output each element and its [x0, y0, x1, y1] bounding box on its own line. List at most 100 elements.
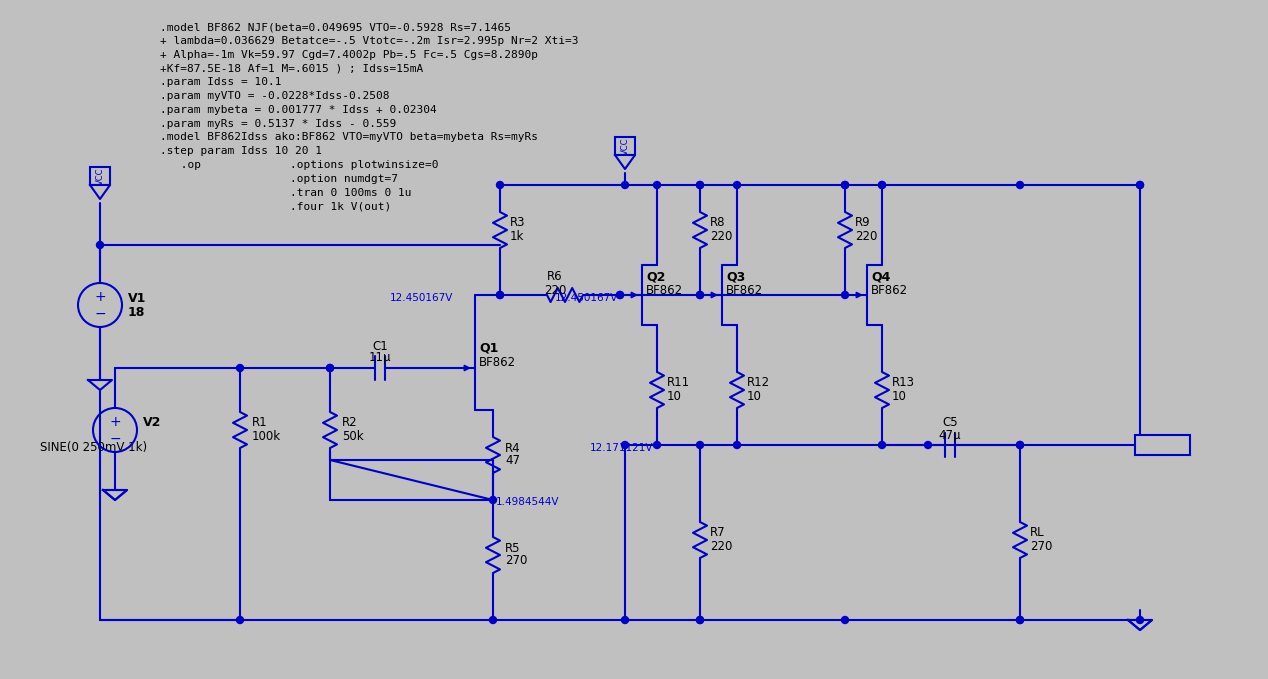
Circle shape — [497, 291, 503, 299]
Text: −: − — [94, 307, 105, 321]
Text: .param mybeta = 0.001777 * Idss + 0.02304: .param mybeta = 0.001777 * Idss + 0.0230… — [160, 105, 436, 115]
Text: 220: 220 — [855, 230, 877, 242]
Circle shape — [733, 441, 741, 449]
Circle shape — [1136, 181, 1144, 189]
Circle shape — [879, 441, 885, 449]
Text: R8: R8 — [710, 217, 725, 230]
Text: R3: R3 — [510, 217, 525, 230]
Circle shape — [1136, 441, 1144, 449]
Circle shape — [616, 291, 624, 299]
Circle shape — [326, 365, 333, 371]
Text: out: out — [1140, 439, 1159, 452]
Text: 18: 18 — [128, 306, 146, 318]
Circle shape — [497, 181, 503, 189]
Text: C1: C1 — [372, 340, 388, 352]
Text: .model BF862 NJF(beta=0.049695 VTO=-0.5928 Rs=7.1465: .model BF862 NJF(beta=0.049695 VTO=-0.59… — [160, 22, 511, 32]
Circle shape — [1017, 441, 1023, 449]
Circle shape — [696, 617, 704, 623]
Text: 220: 220 — [710, 230, 733, 242]
Text: .param myRs = 0.5137 * Idss - 0.559: .param myRs = 0.5137 * Idss - 0.559 — [160, 119, 396, 128]
Text: Q4: Q4 — [871, 270, 890, 284]
Text: + Alpha=-1m Vk=59.97 Cgd=7.4002p Pb=.5 Fc=.5 Cgs=8.2890p: + Alpha=-1m Vk=59.97 Cgd=7.4002p Pb=.5 F… — [160, 50, 538, 60]
Text: VCC: VCC — [95, 167, 104, 185]
Circle shape — [237, 617, 243, 623]
Polygon shape — [103, 490, 127, 500]
Circle shape — [1136, 181, 1144, 189]
Text: 50k: 50k — [342, 430, 364, 443]
Text: RL: RL — [1030, 526, 1045, 540]
Text: 270: 270 — [1030, 540, 1052, 553]
Circle shape — [1136, 617, 1144, 623]
Circle shape — [733, 181, 741, 189]
Circle shape — [842, 181, 848, 189]
Text: 12.450167V: 12.450167V — [555, 293, 619, 303]
Text: BF862: BF862 — [645, 285, 683, 297]
Circle shape — [326, 365, 333, 371]
Text: V2: V2 — [143, 416, 161, 430]
Polygon shape — [87, 380, 112, 390]
Text: 1k: 1k — [510, 230, 525, 242]
Text: 220: 220 — [710, 540, 733, 553]
Circle shape — [237, 365, 243, 371]
Text: .param Idss = 10.1: .param Idss = 10.1 — [160, 77, 281, 87]
Circle shape — [696, 181, 704, 189]
Text: Q1: Q1 — [479, 342, 498, 354]
Circle shape — [497, 291, 503, 299]
Circle shape — [96, 242, 104, 249]
Text: 220: 220 — [544, 284, 567, 297]
Text: Q2: Q2 — [645, 270, 666, 284]
Text: R9: R9 — [855, 217, 871, 230]
Text: .step param Idss 10 20 1: .step param Idss 10 20 1 — [160, 146, 322, 156]
Text: R7: R7 — [710, 526, 725, 540]
Text: R1: R1 — [252, 416, 268, 430]
Circle shape — [696, 291, 704, 299]
Circle shape — [1017, 441, 1023, 449]
FancyBboxPatch shape — [90, 167, 110, 185]
Polygon shape — [615, 155, 635, 169]
Text: +: + — [94, 290, 105, 304]
Text: BF862: BF862 — [727, 285, 763, 297]
Polygon shape — [1129, 620, 1153, 630]
Text: .model BF862Idss ako:BF862 VTO=myVTO beta=mybeta Rs=myRs: .model BF862Idss ako:BF862 VTO=myVTO bet… — [160, 132, 538, 143]
Circle shape — [621, 441, 629, 449]
Text: V1: V1 — [128, 291, 146, 304]
Text: 12.450167V: 12.450167V — [391, 293, 454, 303]
Text: .option numdgt=7: .option numdgt=7 — [290, 174, 398, 184]
Text: 10: 10 — [747, 390, 762, 403]
Circle shape — [621, 617, 629, 623]
Polygon shape — [103, 490, 127, 500]
Circle shape — [842, 181, 848, 189]
Circle shape — [924, 441, 932, 449]
Circle shape — [696, 617, 704, 623]
Circle shape — [1017, 181, 1023, 189]
Text: 100k: 100k — [252, 430, 281, 443]
Text: 10: 10 — [891, 390, 907, 403]
Text: R11: R11 — [667, 376, 690, 390]
Text: 1.4984544V: 1.4984544V — [496, 497, 559, 507]
Circle shape — [879, 181, 885, 189]
Circle shape — [621, 181, 629, 189]
Text: 12.171121V: 12.171121V — [590, 443, 653, 453]
Circle shape — [696, 441, 704, 449]
Text: R4: R4 — [505, 441, 521, 454]
Text: 47μ: 47μ — [938, 428, 961, 441]
Text: C5: C5 — [942, 416, 957, 430]
Circle shape — [489, 617, 497, 623]
Text: 10: 10 — [667, 390, 682, 403]
Polygon shape — [90, 185, 110, 199]
Text: .tran 0 100ms 0 1u: .tran 0 100ms 0 1u — [290, 187, 412, 198]
Text: .four 1k V(out): .four 1k V(out) — [290, 202, 392, 211]
Polygon shape — [1129, 620, 1153, 630]
Circle shape — [696, 181, 704, 189]
Text: + lambda=0.036629 Betatce=-.5 Vtotc=-.2m Isr=2.995p Nr=2 Xti=3: + lambda=0.036629 Betatce=-.5 Vtotc=-.2m… — [160, 36, 578, 45]
FancyBboxPatch shape — [1135, 435, 1189, 455]
Circle shape — [1017, 617, 1023, 623]
Text: 47: 47 — [505, 454, 520, 468]
Text: Q3: Q3 — [727, 270, 746, 284]
Circle shape — [696, 291, 704, 299]
Text: .op: .op — [174, 160, 202, 170]
Text: VCC: VCC — [620, 137, 629, 155]
Text: 270: 270 — [505, 555, 527, 568]
Text: +Kf=87.5E-18 Af=1 M=.6015 ) ; Idss=15mA: +Kf=87.5E-18 Af=1 M=.6015 ) ; Idss=15mA — [160, 63, 424, 73]
Text: R6: R6 — [548, 270, 563, 284]
